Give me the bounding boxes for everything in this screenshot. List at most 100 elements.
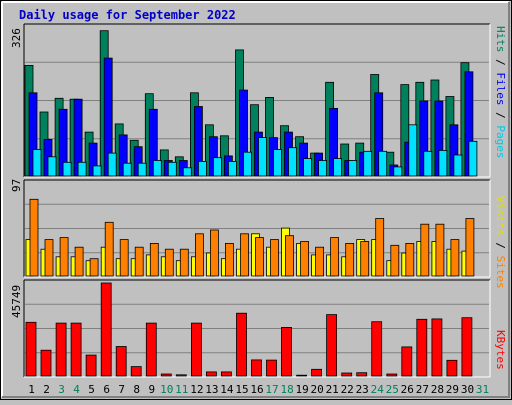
bar-kbytes-day-23: [356, 372, 368, 377]
bar-sites-day-14: [224, 242, 234, 277]
x-tick-day-22: 22: [341, 383, 354, 396]
bar-kbytes-day-29: [446, 359, 458, 377]
bar-pages-day-26: [408, 124, 418, 177]
bar-pages-day-7: [122, 162, 132, 177]
bar-pages-day-28: [438, 149, 448, 177]
bar-pages-day-30: [468, 140, 478, 177]
bar-kbytes-day-21: [326, 314, 338, 377]
bar-kbytes-day-5: [85, 354, 97, 377]
x-tick-day-26: 26: [401, 383, 414, 396]
bar-kbytes-day-19: [296, 374, 308, 377]
x-tick-day-12: 12: [190, 383, 203, 396]
bar-sites-day-29: [450, 239, 460, 277]
bar-pages-day-23: [363, 150, 373, 177]
x-tick-day-4: 4: [73, 383, 80, 396]
bar-sites-day-11: [179, 248, 189, 277]
x-tick-day-23: 23: [356, 383, 369, 396]
x-tick-day-10: 10: [160, 383, 173, 396]
x-tick-day-28: 28: [431, 383, 444, 396]
bar-kbytes-day-16: [251, 359, 262, 377]
bar-sites-day-6: [104, 221, 114, 277]
bar-pages-day-5: [92, 165, 102, 177]
bar-kbytes-day-24: [371, 321, 383, 377]
x-tick-day-9: 9: [148, 383, 155, 396]
bar-kbytes-day-17: [266, 359, 277, 377]
bar-sites-day-24: [375, 218, 385, 277]
legend-kbytes: KBytes: [494, 330, 507, 370]
x-tick-day-27: 27: [416, 383, 429, 396]
bar-kbytes-day-25: [386, 373, 398, 377]
bar-pages-day-25: [393, 166, 403, 177]
bar-kbytes-day-9: [145, 322, 157, 377]
bar-pages-day-29: [453, 154, 463, 177]
legend-pages: Pages: [494, 125, 507, 159]
ymax-label-visits: 97: [10, 178, 23, 192]
bar-kbytes-day-13: [205, 371, 217, 377]
x-tick-day-7: 7: [118, 383, 125, 396]
legend-sites: Sites: [494, 255, 507, 289]
bar-kbytes-day-11: [175, 374, 187, 377]
bar-pages-day-4: [77, 161, 87, 177]
x-tick-day-18: 18: [280, 383, 293, 396]
bar-pages-day-6: [107, 152, 117, 177]
x-tick-day-29: 29: [446, 383, 459, 396]
bar-kbytes-day-12: [190, 322, 202, 377]
x-tick-day-8: 8: [133, 383, 140, 396]
bar-kbytes-day-28: [431, 318, 443, 377]
bar-kbytes-day-30: [461, 317, 473, 377]
bar-sites-day-8: [134, 246, 144, 277]
x-tick-day-6: 6: [103, 383, 110, 396]
x-tick-day-16: 16: [250, 383, 263, 396]
bar-sites-day-16: [255, 237, 264, 277]
bar-sites-day-18: [285, 235, 294, 277]
bar-pages-day-12: [197, 160, 207, 177]
bar-pages-day-27: [423, 150, 433, 177]
legend-sep: /: [494, 235, 507, 256]
legend-files: Files: [494, 72, 507, 106]
legend-sep: /: [494, 105, 507, 126]
bar-sites-day-15: [240, 233, 249, 277]
bar-kbytes-day-3: [55, 322, 67, 377]
bar-kbytes-day-14: [220, 371, 232, 377]
bar-sites-day-30: [465, 218, 475, 277]
bar-pages-day-8: [137, 162, 147, 177]
bar-pages-day-14: [227, 160, 237, 177]
bar-sites-day-10: [164, 248, 174, 277]
x-tick-day-20: 20: [310, 383, 323, 396]
x-tick-day-24: 24: [371, 383, 385, 396]
bar-kbytes-day-15: [236, 312, 247, 377]
x-tick-day-21: 21: [326, 383, 339, 396]
x-tick-day-14: 14: [220, 383, 234, 396]
x-tick-day-17: 17: [265, 383, 278, 396]
bar-pages-day-18: [288, 147, 297, 177]
bar-pages-day-16: [258, 137, 267, 177]
bar-pages-day-20: [318, 160, 328, 177]
bar-pages-day-3: [62, 161, 72, 177]
bar-kbytes-day-8: [130, 366, 142, 377]
legend-kbytes-wrap: KBytes: [494, 330, 507, 370]
bar-kbytes-day-2: [40, 349, 52, 377]
ymax-label-hits: 326: [10, 28, 23, 48]
x-tick-day-5: 5: [88, 383, 95, 396]
bar-sites-day-2: [44, 239, 54, 277]
bar-kbytes-day-7: [115, 346, 127, 377]
bar-sites-day-5: [89, 258, 99, 277]
bar-sites-day-9: [149, 242, 159, 277]
bar-pages-day-21: [333, 158, 343, 177]
bar-sites-day-3: [59, 237, 69, 277]
x-tick-day-11: 11: [175, 383, 188, 396]
x-tick-day-2: 2: [43, 383, 50, 396]
chart-title: Daily usage for September 2022: [19, 8, 236, 22]
bar-pages-day-13: [212, 157, 222, 177]
bar-sites-day-25: [390, 244, 400, 277]
x-tick-day-13: 13: [205, 383, 218, 396]
bar-pages-day-15: [243, 151, 252, 177]
bar-sites-day-28: [435, 223, 445, 277]
bar-pages-day-17: [273, 149, 282, 177]
bar-kbytes-day-10: [160, 373, 172, 377]
legend-sep: /: [494, 52, 507, 73]
bar-pages-day-10: [167, 161, 177, 177]
x-tick-day-25: 25: [386, 383, 399, 396]
bar-pages-day-9: [152, 160, 162, 177]
